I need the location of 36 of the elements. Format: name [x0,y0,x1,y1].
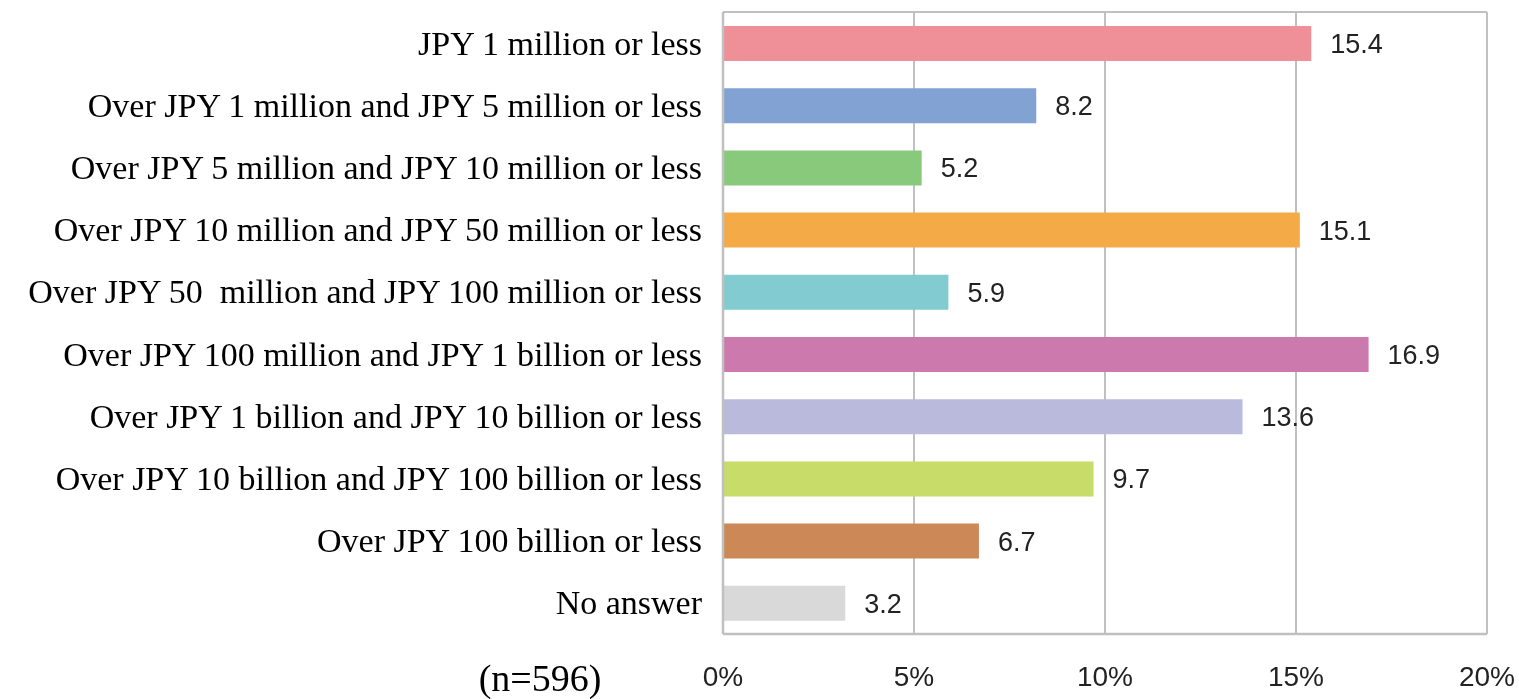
x-tick-label: 20% [1458,660,1516,692]
y-tick-label: Over JPY 50 million and JPY 100 million or less [28,273,702,311]
y-tick-label: Over JPY 1 billion and JPY 10 billion or less [89,397,702,435]
x-tick-label: 5% [893,660,935,692]
y-tick-label: Over JPY 10 million and JPY 50 million or less [53,211,702,249]
x-tick-label: 15% [1267,660,1325,692]
data-label: 15.4 [1330,29,1383,60]
data-label: 6.7 [997,526,1036,557]
y-tick-label: JPY 1 million or less [418,24,702,62]
y-tick-label: Over JPY 5 million and JPY 10 million or less [70,149,702,186]
bar [723,26,1312,61]
bar [723,337,1369,372]
data-label: 3.2 [864,588,902,619]
bar [723,212,1300,248]
data-label: 8.2 [1055,91,1093,122]
x-tick-label: 10% [1076,660,1134,692]
data-label: 15.1 [1318,215,1372,246]
bar [723,150,922,186]
bar [723,461,1094,497]
bar [723,585,846,621]
x-tick-label: 0% [702,660,744,692]
y-tick-label: Over JPY 100 million and JPY 1 billion or less [63,335,702,373]
bar [723,523,979,559]
data-label: 5.2 [940,153,979,184]
data-label: 16.9 [1387,340,1441,371]
bar [723,88,1037,124]
data-label: 5.9 [967,277,1005,308]
bar [723,399,1243,435]
y-tick-label: Over JPY 1 million and JPY 5 million or less [87,86,702,124]
y-tick-label: No answer [555,584,703,622]
data-label: 13.6 [1261,402,1315,433]
y-tick-label: Over JPY 100 billion or less [316,522,702,560]
text: (n=596) [477,657,603,699]
y-tick-label: Over JPY 10 billion and JPY 100 billion or less [55,460,702,497]
bar [723,274,949,310]
data-label: 9.7 [1112,464,1151,495]
